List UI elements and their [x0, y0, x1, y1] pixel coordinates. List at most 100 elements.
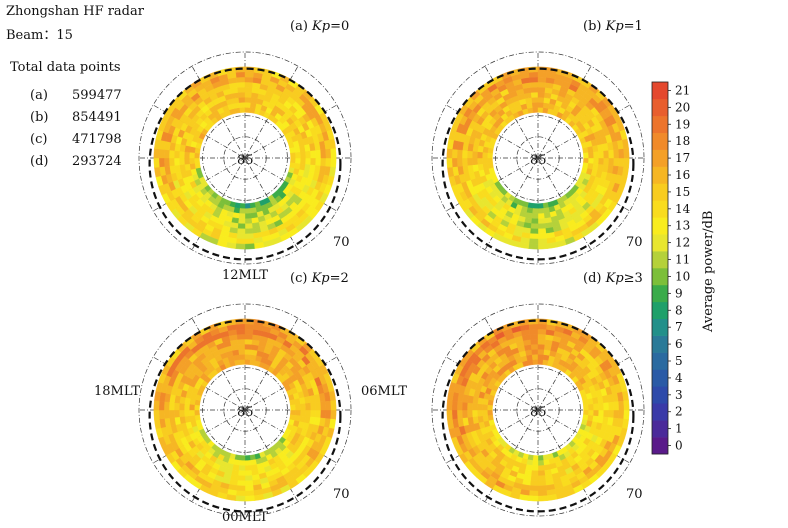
panel-title: (c) Kp=2 — [290, 271, 349, 286]
colorbar-tick-label: 19 — [675, 117, 690, 131]
heatmap-cell — [608, 401, 615, 411]
heatmap-cell — [537, 349, 545, 355]
heatmap-cell — [537, 495, 548, 502]
heatmap-cell — [153, 400, 160, 411]
heatmap-cell — [295, 403, 301, 411]
heatmap-cell — [528, 71, 539, 78]
heatmap-annulus — [446, 66, 630, 250]
heatmap-cell — [471, 402, 478, 411]
heatmap-cell — [244, 243, 255, 250]
heatmap-cell — [194, 414, 201, 421]
colorbar-tick-label: 10 — [675, 269, 690, 283]
totals-label-c: (c) — [30, 132, 48, 147]
heatmap-cell — [471, 157, 478, 166]
heatmap-cell — [244, 218, 253, 225]
heatmap-cell — [244, 480, 254, 487]
heatmap-cell — [537, 480, 547, 487]
colorbar-tick-label: 3 — [675, 388, 683, 402]
heatmap-cell — [239, 203, 246, 209]
heatmap-cell — [466, 150, 473, 159]
heatmap-cell — [244, 223, 253, 230]
heatmap-cell — [613, 401, 620, 411]
colorbar-tick-label: 8 — [675, 303, 683, 317]
heatmap-cell — [537, 338, 546, 345]
heatmap-cell — [530, 475, 539, 482]
heatmap-cell — [588, 403, 594, 411]
colorbar-segment — [652, 352, 668, 370]
heatmap-cell — [238, 460, 246, 466]
heatmap-cell — [315, 401, 322, 411]
latitude-label-70: 70 — [626, 487, 643, 502]
heatmap-cell — [623, 157, 630, 168]
heatmap-cell — [529, 81, 539, 88]
heatmap-cell — [456, 149, 463, 159]
heatmap-cell — [582, 147, 589, 154]
heatmap-cell — [461, 409, 468, 419]
heatmap-cell — [451, 157, 458, 168]
heatmap-cell — [234, 359, 241, 366]
heatmap-cell — [537, 333, 547, 340]
heatmap-cell — [239, 455, 246, 461]
heatmap-cell — [623, 148, 630, 159]
colorbar-tick-label: 17 — [675, 151, 690, 165]
heatmap-cell — [194, 409, 200, 416]
heatmap-cell — [300, 409, 306, 417]
totals-value-a: 599477 — [72, 88, 122, 103]
heatmap-cell — [244, 490, 255, 497]
panel-b: (b) Kp=1 85 70 — [431, 19, 645, 265]
heatmap-cell — [537, 76, 547, 83]
heatmap-cell — [529, 485, 539, 492]
heatmap-cell — [290, 157, 296, 164]
colorbar-segment — [652, 183, 668, 201]
heatmap-cell — [532, 203, 539, 209]
heatmap-cell — [173, 409, 180, 418]
heatmap-cell — [537, 359, 544, 365]
colorbar-frame — [651, 81, 669, 455]
heatmap-cell — [588, 409, 594, 417]
heatmap-cell — [295, 157, 301, 165]
panel-title-prefix: (a) — [290, 19, 312, 34]
heatmap-cell — [244, 465, 252, 471]
panel-title-kp: Kp — [605, 19, 625, 34]
heatmap-cell — [537, 81, 547, 88]
panel-a: (a) Kp=0 85 70 — [138, 19, 352, 265]
heatmap-cell — [477, 403, 483, 411]
heatmap-cell — [244, 475, 253, 482]
panel-d: (d) Kp≥3 85 70 — [431, 271, 645, 517]
totals-label-a: (a) — [30, 88, 48, 103]
heatmap-cell — [325, 148, 332, 159]
heatmap-cell — [249, 202, 256, 209]
heatmap-cell — [173, 157, 180, 166]
heatmap-cell — [184, 151, 190, 159]
colorbar-tick-label: 4 — [675, 371, 683, 385]
heatmap-cell — [158, 409, 165, 420]
heatmap-cell — [237, 86, 246, 93]
heatmap-cell — [608, 157, 615, 167]
heatmap-cell — [487, 414, 494, 421]
heatmap-cell — [477, 157, 483, 165]
heatmap-cell — [482, 151, 488, 159]
colorbar-segment — [652, 420, 668, 438]
heatmap-cell — [537, 208, 545, 214]
colorbar-segment — [652, 403, 668, 421]
heatmap-cell — [244, 208, 252, 214]
heatmap-cell — [184, 157, 190, 165]
heatmap-cell — [244, 470, 253, 477]
heatmap-cell — [598, 402, 605, 411]
heatmap-cell — [532, 455, 539, 461]
colorbar-tick-label: 7 — [675, 320, 683, 334]
panel-title-kp: Kp — [311, 271, 331, 286]
heatmap-cell — [158, 148, 165, 159]
heatmap-cell — [531, 354, 539, 360]
heatmap-cell — [325, 157, 332, 168]
heatmap-cell — [482, 409, 488, 417]
heatmap-cell — [153, 409, 160, 420]
heatmap-cell — [537, 102, 545, 108]
heatmap-cell — [487, 409, 493, 416]
heatmap-cell — [194, 404, 200, 411]
heatmap-cell — [238, 102, 246, 108]
heatmap-cell — [244, 460, 252, 466]
heatmap-cell — [194, 157, 200, 164]
heatmap-cell — [477, 151, 483, 159]
heatmap-cell — [189, 403, 195, 411]
